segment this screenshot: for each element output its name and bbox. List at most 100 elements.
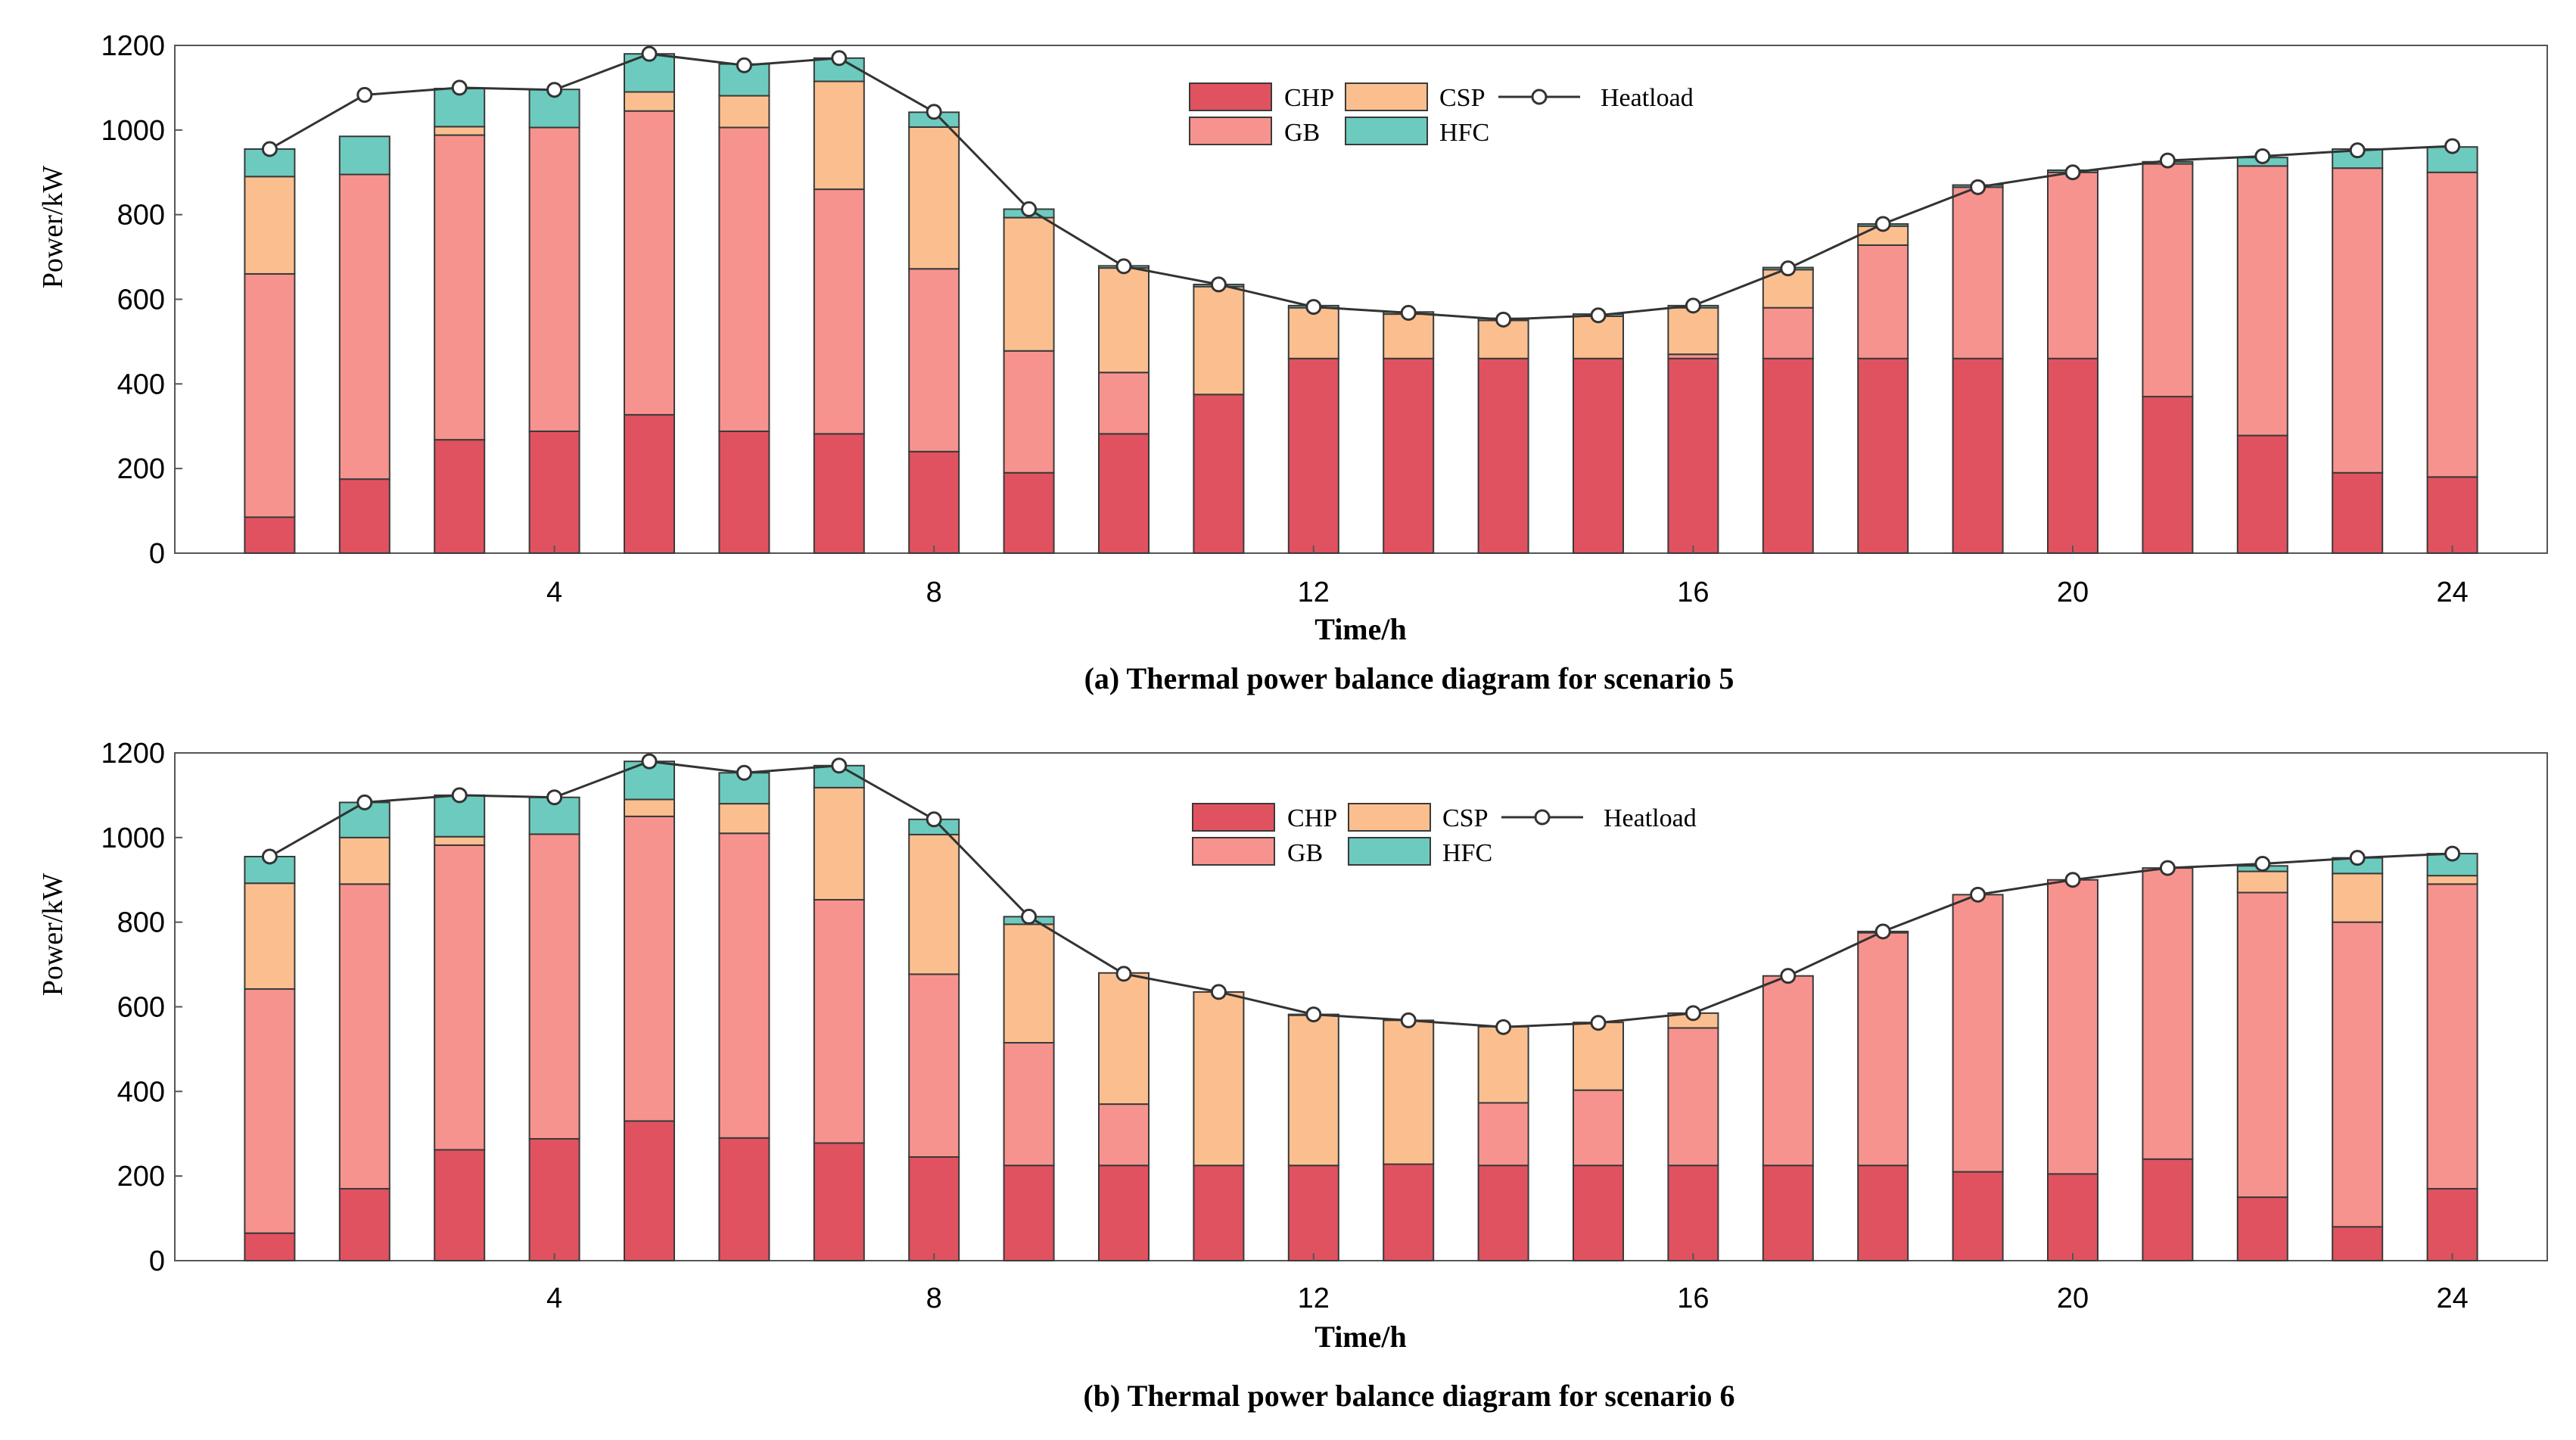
x-axis-label-a: Time/h	[1314, 612, 1407, 646]
bar-gb-a-h3	[434, 134, 486, 441]
x-tick-label-a: 12	[1298, 577, 1330, 608]
heatload-point-b-h13	[1400, 1012, 1417, 1028]
heatload-point-b-h19	[1970, 886, 1986, 903]
bar-chp-a-h18	[1857, 357, 1909, 554]
y-tick-label-b: 0	[149, 1246, 165, 1277]
bar-gb-b-h1	[244, 988, 296, 1234]
bar-csp-b-h13	[1383, 1019, 1435, 1165]
bar-chp-a-h21	[2142, 396, 2194, 554]
bar-gb-b-h24	[2426, 883, 2478, 1190]
bar-csp-b-h23	[2332, 872, 2384, 923]
bar-chp-b-h20	[2047, 1173, 2098, 1262]
bar-gb-a-h21	[2142, 163, 2194, 398]
bar-chp-a-h20	[2047, 357, 2098, 554]
bar-chp-a-h1	[244, 516, 296, 554]
bar-chp-b-h2	[338, 1187, 390, 1261]
x-tick-label-a: 24	[2436, 577, 2468, 608]
heatload-line-a	[261, 45, 2461, 328]
bar-chp-b-h18	[1857, 1165, 1909, 1261]
legend-label-chp-a: CHP	[1284, 84, 1334, 112]
bar-gb-b-h16	[1667, 1027, 1719, 1167]
bar-chp-a-h13	[1383, 357, 1435, 554]
bar-chp-b-h5	[624, 1120, 675, 1261]
bar-chp-a-h24	[2426, 476, 2478, 554]
y-tick-label-a: 600	[117, 285, 165, 316]
legend-label-heatload-b: Heatload	[1604, 804, 1697, 832]
bar-csp-b-h10	[1098, 972, 1150, 1106]
bar-chp-b-h6	[718, 1137, 770, 1262]
legend-label-hfc-b: HFC	[1442, 839, 1492, 867]
x-tick-label-a: 4	[546, 577, 562, 608]
bar-gb-b-h4	[528, 833, 580, 1140]
legend-a: CHP CSP Heatload GB HFC	[1189, 82, 1694, 147]
heatload-point-a-h10	[1115, 258, 1132, 275]
bar-gb-b-h15	[1573, 1089, 1624, 1167]
legend-swatch-gb-b	[1192, 837, 1275, 866]
bar-csp-a-h9	[1003, 216, 1055, 352]
bar-csp-b-h22	[2236, 870, 2288, 894]
bar-gb-a-h19	[1952, 186, 2004, 359]
legend-label-heatload-a: Heatload	[1601, 84, 1694, 112]
bar-chp-b-h13	[1383, 1163, 1435, 1262]
y-tick-label-a: 800	[117, 200, 165, 232]
heatload-point-a-h20	[2064, 164, 2081, 181]
bar-chp-b-h3	[434, 1149, 486, 1261]
legend-label-gb-b: GB	[1287, 839, 1323, 867]
legend-label-hfc-a: HFC	[1439, 119, 1489, 147]
heatload-polyline-b	[269, 760, 2453, 1028]
legend-swatch-chp-a	[1189, 82, 1272, 111]
bar-gb-a-h2	[338, 173, 390, 481]
y-tick-label-a: 1200	[101, 30, 165, 62]
bar-gb-b-h22	[2236, 891, 2288, 1199]
legend-marker-heatload-b	[1534, 809, 1551, 826]
x-tick-label-b: 4	[546, 1283, 562, 1314]
bar-chp-b-h11	[1193, 1165, 1245, 1261]
bar-gb-b-h7	[813, 899, 865, 1144]
heatload-point-b-h5	[641, 753, 658, 770]
heatload-point-a-h11	[1210, 276, 1227, 293]
heatload-point-a-h12	[1305, 299, 1322, 316]
heatload-point-b-h8	[926, 811, 942, 828]
heatload-point-a-h13	[1400, 304, 1417, 321]
bar-gb-b-h2	[338, 883, 390, 1190]
bar-chp-a-h8	[908, 450, 960, 554]
heatload-point-b-h20	[2064, 872, 2081, 888]
bar-gb-b-h8	[908, 973, 960, 1159]
bar-chp-b-h12	[1287, 1165, 1339, 1261]
bar-csp-b-h24	[2426, 875, 2478, 885]
bar-chp-b-h9	[1003, 1165, 1055, 1261]
x-tick-label-a: 8	[926, 577, 942, 608]
legend-marker-heatload-a	[1531, 89, 1548, 105]
y-tick-label-a: 400	[117, 369, 165, 400]
heatload-point-a-h18	[1874, 216, 1891, 232]
legend-label-csp-b: CSP	[1442, 804, 1489, 832]
legend-label-chp-b: CHP	[1287, 804, 1337, 832]
bar-chp-a-h10	[1098, 433, 1150, 554]
y-tick-label-b: 400	[117, 1076, 165, 1108]
y-tick-label-b: 800	[117, 907, 165, 939]
bar-csp-b-h6	[718, 803, 770, 835]
bar-gb-b-h18	[1857, 931, 1909, 1167]
bar-gb-a-h18	[1857, 244, 1909, 359]
bar-chp-b-h4	[528, 1137, 580, 1261]
bar-hfc-a-h7	[813, 57, 865, 82]
panel-a: 0 200 400 600 800 1000 1200 4 8 12 16 20 24 Power/k…	[37, 30, 2548, 695]
heatload-point-b-h24	[2444, 845, 2461, 862]
bar-csp-b-h12	[1287, 1014, 1339, 1167]
bar-csp-a-h7	[813, 80, 865, 191]
bar-gb-a-h6	[718, 126, 770, 432]
bar-csp-a-h6	[718, 95, 770, 129]
y-ticks-b: 0 200 400 600 800 1000 1200	[101, 738, 182, 1277]
bar-gb-b-h9	[1003, 1042, 1055, 1167]
heatload-point-b-h14	[1495, 1019, 1512, 1035]
y-tick-label-b: 200	[117, 1161, 165, 1193]
legend-swatch-hfc-b	[1348, 837, 1431, 866]
bar-chp-b-h14	[1477, 1165, 1529, 1261]
heatload-polyline-a	[269, 52, 2453, 321]
y-axis-label-b: Power/kW	[37, 873, 69, 997]
bars-b	[244, 760, 2478, 1262]
bar-csp-b-h2	[338, 836, 390, 885]
bar-gb-a-h24	[2426, 171, 2478, 478]
bar-chp-b-h17	[1762, 1165, 1814, 1261]
bar-gb-b-h23	[2332, 921, 2384, 1228]
